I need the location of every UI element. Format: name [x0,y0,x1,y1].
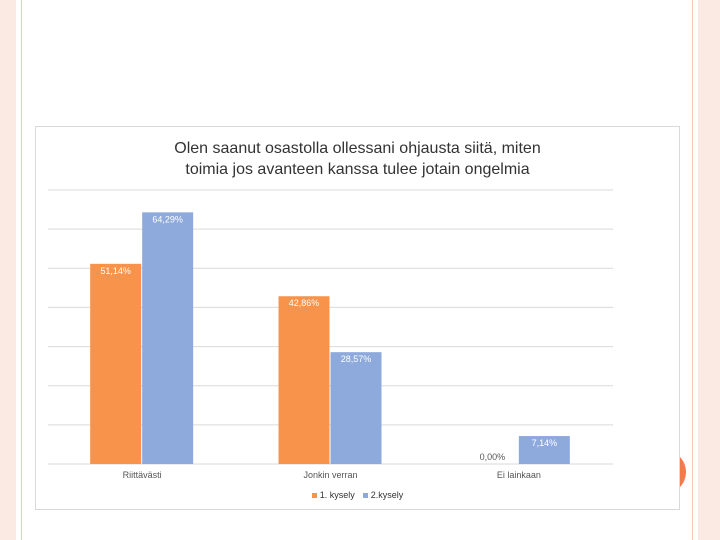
legend-item-series2: 2.kysely [362,490,404,500]
bar-series1-2 [278,296,330,464]
data-label-series2-1: 64,29% [152,214,183,224]
data-label-series2-2: 28,57% [341,354,372,364]
legend-label-series2: 2.kysely [370,490,404,500]
data-label-series1-1: 51,14% [100,266,131,276]
legend-swatch-series2 [362,492,368,498]
legend-label-series1: 1. kysely [319,490,355,500]
x-tick-label: Ei lainkaan [497,470,541,480]
bar-series2-2 [330,352,382,464]
slide-frame-left-line [21,0,22,540]
slide-frame-right-line [692,0,693,540]
legend: 1. kysely 2.kysely [35,490,680,500]
chart-title: Olen saanut osastolla ollessani ohjausta… [174,140,541,178]
data-label-series1-3: 0,00% [480,452,506,462]
bar-series2-3 [518,436,570,464]
data-label-series1-2: 42,86% [289,298,320,308]
slide-frame-right [698,0,720,540]
data-label-series2-3: 7,14% [532,438,558,448]
x-tick-label: Jonkin verran [303,470,357,480]
x-tick-label: Riittävästi [123,470,162,480]
bar-series2-1 [142,212,194,464]
legend-item-series1: 1. kysely [311,490,355,500]
bar-series1-1 [90,263,142,464]
slide-frame-left [0,0,16,540]
legend-swatch-series1 [311,492,317,498]
